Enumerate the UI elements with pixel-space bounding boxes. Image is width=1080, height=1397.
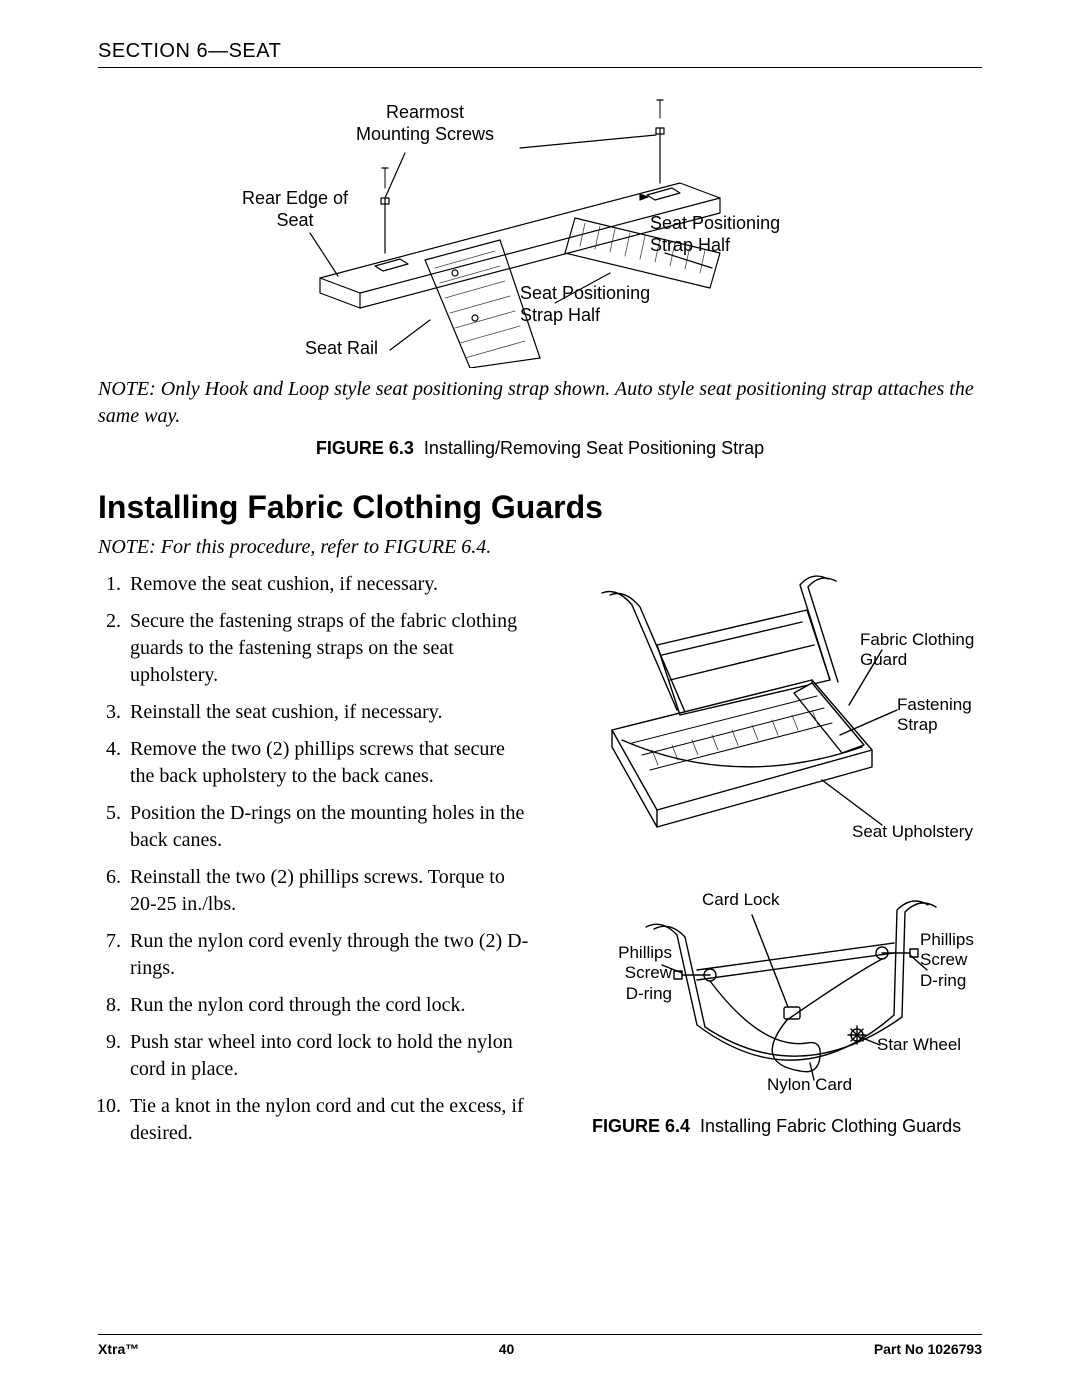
- figure-6-4-bottom: Card Lock Phillips ScrewD-ring PhillipsS…: [562, 875, 982, 1105]
- step-item: Run the nylon cord through the cord lock…: [126, 992, 532, 1019]
- step-item: Run the nylon cord evenly through the tw…: [126, 928, 532, 982]
- footer-rule: [98, 1334, 982, 1335]
- label-fabric-guard: Fabric ClothingGuard: [860, 630, 974, 671]
- figure-6-4-caption-text: Installing Fabric Clothing Guards: [700, 1116, 961, 1136]
- figure-6-3-caption-text: Installing/Removing Seat Positioning Str…: [424, 438, 764, 458]
- step-item: Remove the two (2) phillips screws that …: [126, 736, 532, 790]
- step-item: Push star wheel into cord lock to hold t…: [126, 1029, 532, 1083]
- label-star-wheel: Star Wheel: [877, 1035, 961, 1055]
- label-phillips-left: Phillips ScrewD-ring: [572, 943, 672, 1004]
- two-column-layout: Remove the seat cushion, if necessary. S…: [98, 565, 982, 1157]
- figure-6-4-column: Fabric ClothingGuard FasteningStrap Seat…: [562, 565, 982, 1157]
- label-seat-upholstery: Seat Upholstery: [852, 822, 973, 842]
- steps-column: Remove the seat cushion, if necessary. S…: [98, 565, 532, 1157]
- label-rear-edge: Rear Edge ofSeat: [230, 188, 360, 231]
- label-strap-half-bottom: Seat PositioningStrap Half: [520, 283, 670, 326]
- figure-6-3-note: NOTE: Only Hook and Loop style seat posi…: [98, 376, 982, 430]
- label-phillips-right: PhillipsScrewD-ring: [920, 930, 974, 991]
- step-item: Secure the fastening straps of the fabri…: [126, 608, 532, 689]
- label-rearmost-screws: RearmostMounting Screws: [340, 102, 510, 145]
- procedure-note: NOTE: For this procedure, refer to FIGUR…: [98, 534, 982, 561]
- header-rule: [98, 67, 982, 68]
- footer-page-number: 40: [499, 1341, 515, 1357]
- step-item: Reinstall the seat cushion, if necessary…: [126, 699, 532, 726]
- label-nylon-card: Nylon Card: [767, 1075, 852, 1095]
- footer-part-number: Part No 1026793: [874, 1341, 982, 1357]
- label-fastening-strap: FasteningStrap: [897, 695, 972, 736]
- label-strap-half-right: Seat PositioningStrap Half: [650, 213, 800, 256]
- footer-product: Xtra™: [98, 1341, 139, 1357]
- figure-6-3-number: FIGURE 6.3: [316, 438, 414, 458]
- steps-list: Remove the seat cushion, if necessary. S…: [98, 571, 532, 1147]
- main-heading: Installing Fabric Clothing Guards: [98, 489, 982, 526]
- step-item: Position the D-rings on the mounting hol…: [126, 800, 532, 854]
- page-footer: Xtra™ 40 Part No 1026793: [98, 1334, 982, 1357]
- label-card-lock: Card Lock: [702, 890, 779, 910]
- figure-6-4-number: FIGURE 6.4: [592, 1116, 690, 1136]
- step-item: Reinstall the two (2) phillips screws. T…: [126, 864, 532, 918]
- section-header: SECTION 6—SEAT: [98, 40, 982, 63]
- step-item: Tie a knot in the nylon cord and cut the…: [126, 1093, 532, 1147]
- label-seat-rail: Seat Rail: [305, 338, 395, 360]
- figure-6-4-top: Fabric ClothingGuard FasteningStrap Seat…: [562, 575, 982, 875]
- figure-6-4-caption: FIGURE 6.4 Installing Fabric Clothing Gu…: [562, 1115, 982, 1138]
- figure-6-3: RearmostMounting Screws Rear Edge ofSeat…: [100, 88, 980, 368]
- step-item: Remove the seat cushion, if necessary.: [126, 571, 532, 598]
- figure-6-3-caption: FIGURE 6.3 Installing/Removing Seat Posi…: [98, 438, 982, 459]
- manual-page: SECTION 6—SEAT: [0, 0, 1080, 1397]
